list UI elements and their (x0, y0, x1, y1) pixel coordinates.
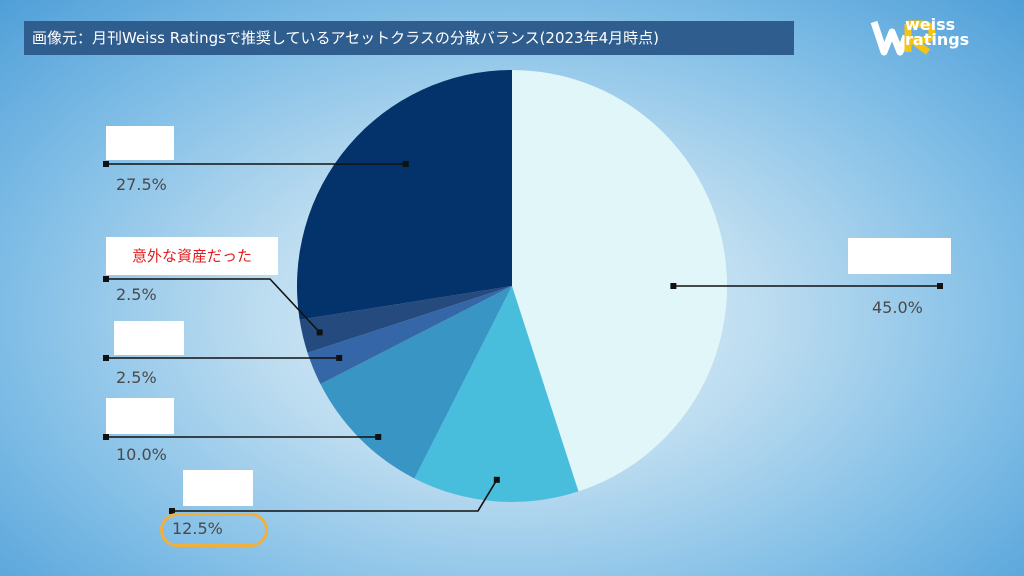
pct-label-2-5-a: 2.5% (116, 285, 157, 304)
leader-marker-1-0 (493, 476, 500, 483)
leader-line-4 (106, 278, 321, 333)
leader-marker-0-1 (937, 283, 943, 289)
label-box-27-5 (106, 126, 174, 160)
leader-marker-5-0 (402, 161, 409, 167)
leader-marker-4-0 (316, 329, 323, 336)
image-source-caption: 画像元：月刊Weiss Ratingsで推奨しているアセットクラスの分散バランス… (24, 21, 794, 55)
pie-slice-0 (512, 70, 728, 492)
pct-label-10: 10.0% (116, 445, 167, 464)
pct-label-27-5: 27.5% (116, 175, 167, 194)
leader-marker-1-1 (169, 508, 175, 514)
leader-marker-5-1 (103, 161, 109, 167)
leader-marker-2-1 (103, 434, 109, 440)
logo-word-ratings: ratings (905, 30, 970, 49)
label-box-12-5 (183, 470, 253, 506)
logo-word-weiss: weiss (905, 15, 956, 34)
pct-label-12-5: 12.5% (172, 519, 223, 538)
highlight-ring (160, 513, 268, 547)
annotation-unexpected-asset: 意外な資産だった (106, 237, 278, 275)
leader-marker-4-1 (103, 276, 109, 282)
weiss-ratings-logo-mark (870, 20, 936, 56)
pct-label-2-5-b: 2.5% (116, 368, 157, 387)
pie-slice-1 (414, 286, 579, 503)
logo-wordmark: weiss ratings (905, 15, 970, 49)
label-box-2-5-b (114, 321, 184, 355)
pie-slice-3 (307, 286, 512, 385)
leader-marker-2-0 (375, 434, 382, 440)
pct-label-45: 45.0% (872, 298, 923, 317)
leader-line-1 (172, 479, 498, 512)
leader-marker-3-0 (336, 355, 343, 361)
label-box-10 (106, 398, 174, 434)
leader-marker-3-1 (103, 355, 109, 361)
leader-marker-0-0 (670, 283, 677, 289)
pie-slice-5 (297, 70, 512, 320)
label-box-45 (848, 238, 951, 274)
pie-slice-4 (299, 286, 512, 353)
pie-slice-2 (320, 286, 512, 479)
